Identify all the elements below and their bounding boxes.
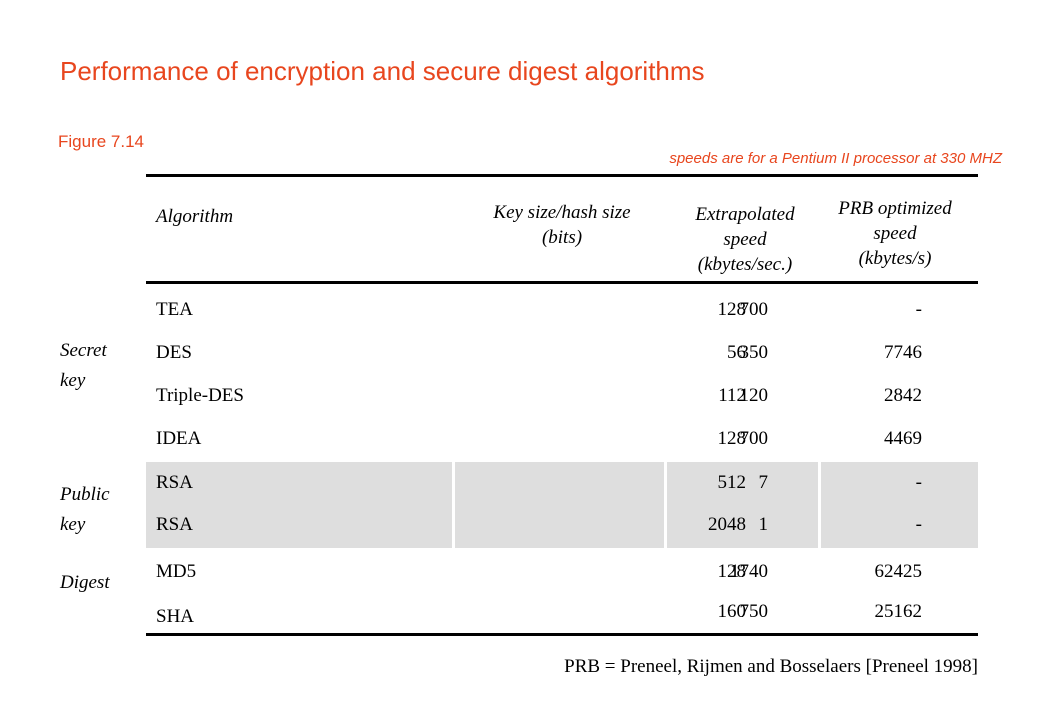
header-line: speed: [873, 223, 917, 244]
cell-prb-speed: 4469: [884, 428, 922, 449]
cell-algorithm: SHA: [156, 606, 195, 627]
cell-extrapolated-speed: 750: [739, 601, 769, 622]
cell-prb-speed: -: [915, 299, 922, 320]
group-label-secret-key: Secret key: [60, 336, 107, 396]
cell-algorithm: MD5: [156, 561, 197, 582]
cell-extrapolated-speed: 350: [739, 342, 769, 363]
cell-extrapolated-speed: 1740: [730, 561, 768, 582]
table-bottom-rule: [146, 633, 978, 636]
column-separator: [664, 462, 667, 548]
cell-algorithm: RSA: [156, 514, 193, 535]
column-separator: [818, 462, 821, 548]
figure-label: Figure 7.14: [58, 132, 144, 151]
cell-prb-speed: -: [915, 472, 922, 493]
group-label-line: key: [60, 514, 86, 535]
cell-extrapolated-speed: 7: [758, 472, 769, 493]
cell-extrapolated-speed: 120: [739, 385, 769, 406]
cell-extrapolated-speed: 700: [739, 299, 769, 320]
cell-algorithm: DES: [156, 342, 192, 363]
header-key-size: Key size/hash size (bits): [462, 200, 662, 250]
group-label-line: key: [60, 370, 86, 391]
cell-key-size: 128: [717, 561, 747, 582]
cell-algorithm: IDEA: [156, 428, 202, 449]
header-prb-optimized-speed: PRB optimized speed (kbytes/s): [820, 196, 970, 271]
cell-key-size: 2048: [708, 514, 746, 535]
header-extrapolated-speed: Extrapolated speed (kbytes/sec.): [670, 202, 820, 277]
group-label-line: Digest: [60, 572, 110, 593]
header-line: PRB optimized: [838, 198, 952, 219]
processor-note: speeds are for a Pentium II processor at…: [669, 150, 1002, 167]
footer-citation: PRB = Preneel, Rijmen and Bosselaers [Pr…: [564, 656, 978, 677]
cell-key-size: 56: [727, 342, 746, 363]
cell-key-size: 112: [718, 385, 746, 406]
cell-prb-speed: 2842: [884, 385, 922, 406]
header-line: speed: [723, 229, 767, 250]
cell-prb-speed: 7746: [884, 342, 922, 363]
header-line: (bits): [541, 227, 583, 248]
cell-key-size: 128: [717, 299, 747, 320]
cell-prb-speed: 62425: [874, 561, 923, 582]
header-line: Key size/hash size: [493, 202, 631, 223]
cell-extrapolated-speed: 700: [739, 428, 769, 449]
cell-algorithm: RSA: [156, 472, 193, 493]
group-label-digest: Digest: [60, 568, 110, 598]
public-key-shading: [146, 462, 978, 548]
header-line: (kbytes/sec.): [697, 254, 793, 275]
cell-prb-speed: 25162: [874, 601, 923, 622]
header-line: (kbytes/s): [858, 248, 932, 269]
cell-key-size: 128: [717, 428, 747, 449]
header-line: Extrapolated: [695, 204, 795, 225]
cell-extrapolated-speed: 1: [758, 514, 769, 535]
table-header-rule: [146, 281, 978, 284]
cell-algorithm: TEA: [156, 299, 193, 320]
group-label-public-key: Public key: [60, 480, 110, 540]
column-separator: [452, 462, 455, 548]
table-top-rule: [146, 174, 978, 177]
group-label-line: Secret: [60, 340, 107, 361]
header-algorithm: Algorithm: [156, 204, 233, 229]
cell-algorithm: Triple-DES: [156, 385, 244, 406]
page-title: Performance of encryption and secure dig…: [60, 56, 705, 86]
group-label-line: Public: [60, 484, 110, 505]
performance-table: Algorithm Key size/hash size (bits) Extr…: [146, 174, 978, 636]
cell-key-size: 160: [717, 601, 747, 622]
cell-prb-speed: -: [915, 514, 922, 535]
header-line: Algorithm: [156, 206, 234, 227]
cell-key-size: 512: [717, 472, 747, 493]
